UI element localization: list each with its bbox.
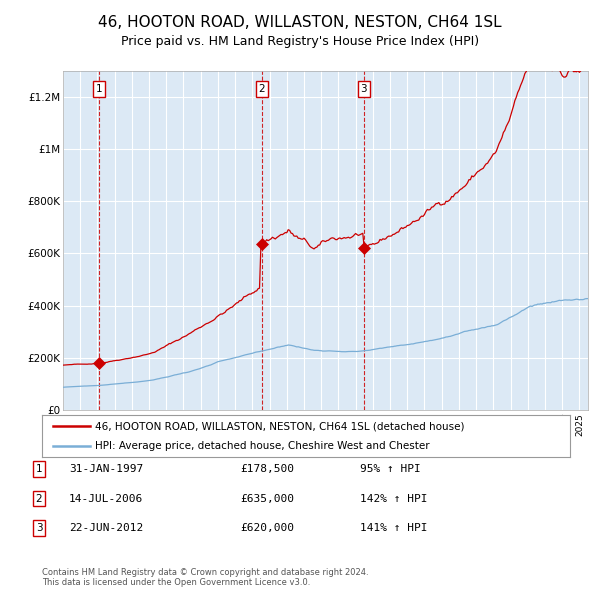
Text: 95% ↑ HPI: 95% ↑ HPI	[360, 464, 421, 474]
Text: Contains HM Land Registry data © Crown copyright and database right 2024.
This d: Contains HM Land Registry data © Crown c…	[42, 568, 368, 587]
Text: 22-JUN-2012: 22-JUN-2012	[69, 523, 143, 533]
Text: Price paid vs. HM Land Registry's House Price Index (HPI): Price paid vs. HM Land Registry's House …	[121, 35, 479, 48]
Text: 14-JUL-2006: 14-JUL-2006	[69, 494, 143, 503]
Text: 141% ↑ HPI: 141% ↑ HPI	[360, 523, 427, 533]
Text: 2: 2	[259, 84, 265, 94]
Text: £620,000: £620,000	[240, 523, 294, 533]
Text: £178,500: £178,500	[240, 464, 294, 474]
Text: 2: 2	[35, 494, 43, 503]
Text: 1: 1	[95, 84, 102, 94]
Text: 3: 3	[361, 84, 367, 94]
Text: 46, HOOTON ROAD, WILLASTON, NESTON, CH64 1SL (detached house): 46, HOOTON ROAD, WILLASTON, NESTON, CH64…	[95, 421, 464, 431]
Text: £635,000: £635,000	[240, 494, 294, 503]
Text: 142% ↑ HPI: 142% ↑ HPI	[360, 494, 427, 503]
Text: 31-JAN-1997: 31-JAN-1997	[69, 464, 143, 474]
Text: HPI: Average price, detached house, Cheshire West and Chester: HPI: Average price, detached house, Ches…	[95, 441, 430, 451]
Text: 1: 1	[35, 464, 43, 474]
Text: 3: 3	[35, 523, 43, 533]
Text: 46, HOOTON ROAD, WILLASTON, NESTON, CH64 1SL: 46, HOOTON ROAD, WILLASTON, NESTON, CH64…	[98, 15, 502, 30]
